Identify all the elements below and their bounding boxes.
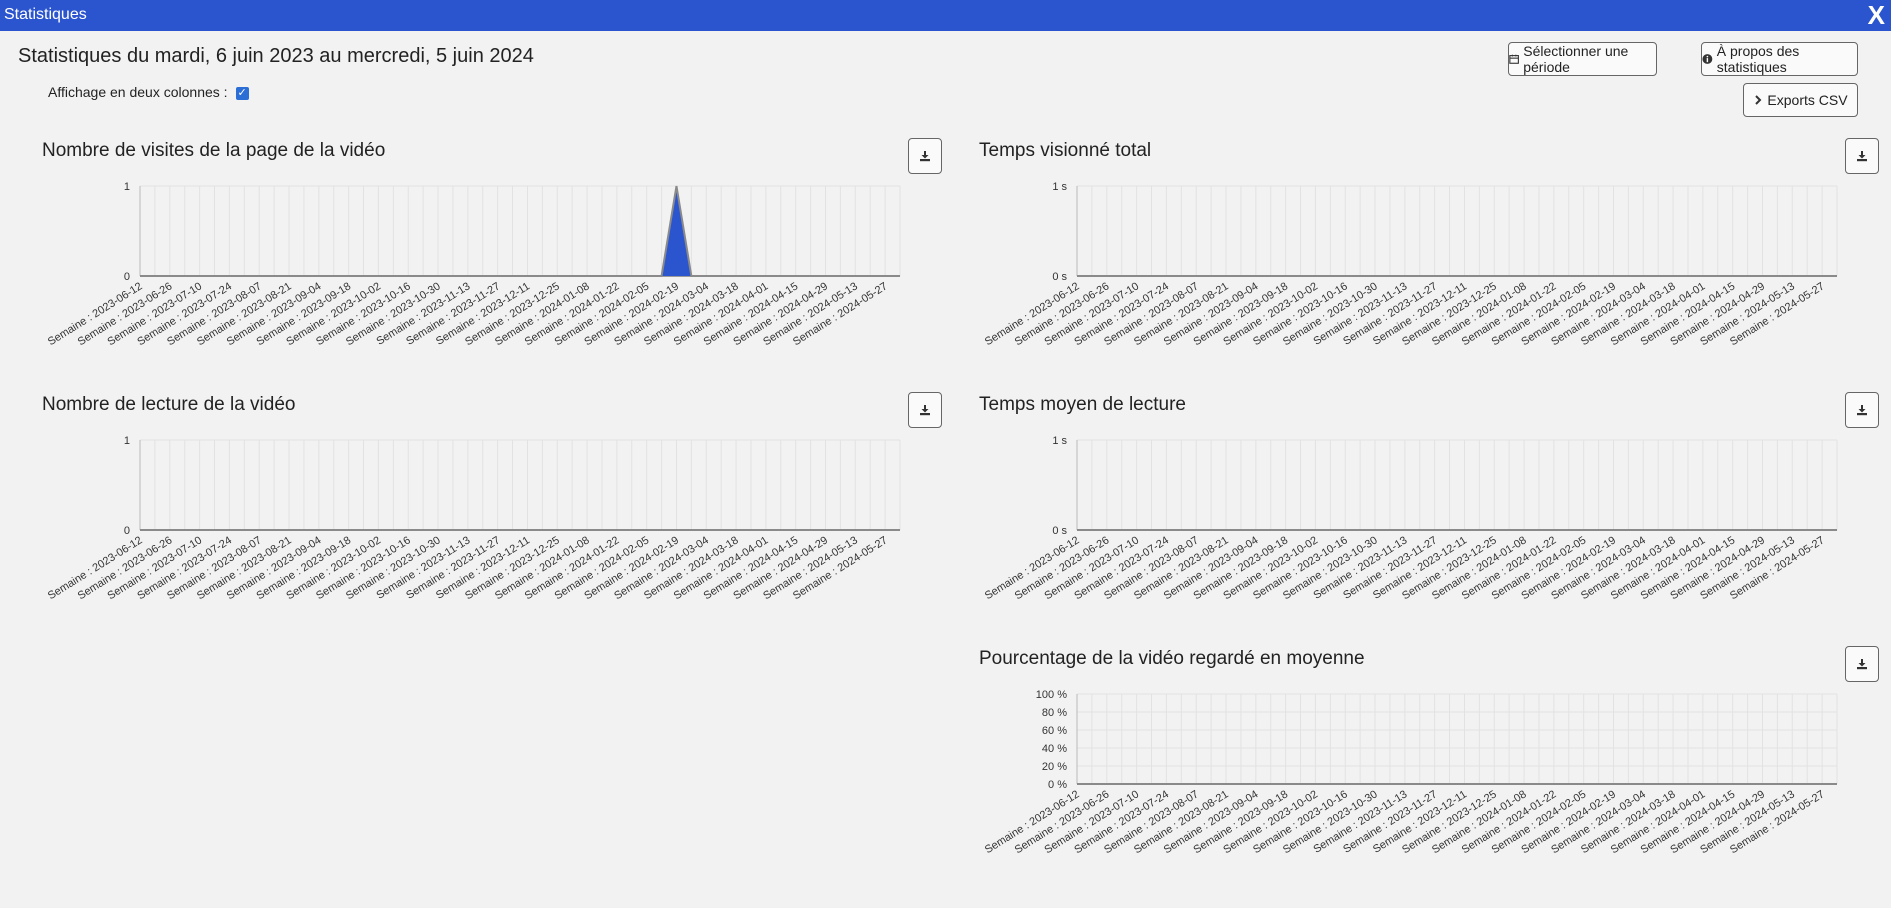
exports-csv-label: Exports CSV (1767, 92, 1848, 108)
chart-title: Temps moyen de lecture (979, 394, 1186, 415)
download-icon (1857, 151, 1867, 162)
calendar-icon (1509, 54, 1519, 64)
y-tick-label: 1 (124, 435, 130, 447)
chart-page-visits: Nombre de visites de la page de la vidéo… (42, 138, 942, 388)
chart-plot: 0 %20 %40 %60 %80 %100 %Semaine : 2023-0… (983, 689, 1838, 856)
y-tick-label: 1 (124, 181, 130, 193)
exports-csv-button[interactable]: Exports CSV (1743, 83, 1858, 117)
modal-title: Statistiques (4, 6, 87, 23)
y-tick-label: 100 % (1036, 689, 1067, 701)
about-stats-label: À propos des statistiques (1716, 43, 1800, 75)
series-line (140, 185, 900, 277)
y-tick-label: 0 % (1048, 779, 1067, 791)
y-tick-label: 80 % (1042, 707, 1067, 719)
download-icon (920, 405, 930, 416)
download-button[interactable] (1845, 138, 1879, 174)
y-tick-label: 60 % (1042, 725, 1067, 737)
y-tick-label: 0 s (1052, 271, 1067, 283)
select-period-label: Sélectionner une période (1523, 43, 1629, 75)
series-area (140, 186, 900, 276)
chart-average-percentage: Pourcentage de la vidéo regardé en moyen… (979, 646, 1879, 896)
y-tick-label: 1 s (1052, 181, 1067, 193)
download-button[interactable] (1845, 646, 1879, 682)
chart-video-plays: Nombre de lecture de la vidéo 0 1 Semaine … (42, 392, 942, 642)
download-icon (1857, 405, 1867, 416)
two-columns-toggle: Affichage en deux colonnes : ✓ (48, 84, 249, 100)
y-tick-label: 20 % (1042, 761, 1067, 773)
y-tick-label: 0 (124, 271, 130, 283)
about-stats-button[interactable]: À propos des statistiques (1701, 42, 1858, 76)
download-icon (1857, 659, 1867, 670)
modal-titlebar: Statistiques X (0, 0, 1891, 31)
chevron-right-icon (1755, 95, 1762, 105)
chart-title: Nombre de visites de la page de la vidéo (42, 140, 386, 161)
chart-title: Temps visionné total (979, 140, 1152, 161)
download-button[interactable] (908, 392, 942, 428)
y-tick-label: 0 (124, 525, 130, 537)
y-tick-label: 40 % (1042, 743, 1067, 755)
chart-title: Nombre de lecture de la vidéo (42, 394, 296, 415)
info-icon (1702, 54, 1713, 64)
close-button[interactable]: X (1867, 0, 1885, 30)
download-button[interactable] (1845, 392, 1879, 428)
chart-title: Pourcentage de la vidéo regardé en moyen… (979, 648, 1365, 669)
y-tick-label: 0 s (1052, 525, 1067, 537)
two-columns-label: Affichage en deux colonnes : (48, 84, 228, 100)
page-title: Statistiques du mardi, 6 juin 2023 au me… (18, 45, 534, 67)
download-button[interactable] (908, 138, 942, 174)
select-period-button[interactable]: Sélectionner une période (1508, 42, 1657, 76)
download-icon (920, 151, 930, 162)
y-tick-label: 1 s (1052, 435, 1067, 447)
two-columns-checkbox[interactable]: ✓ (235, 86, 249, 100)
